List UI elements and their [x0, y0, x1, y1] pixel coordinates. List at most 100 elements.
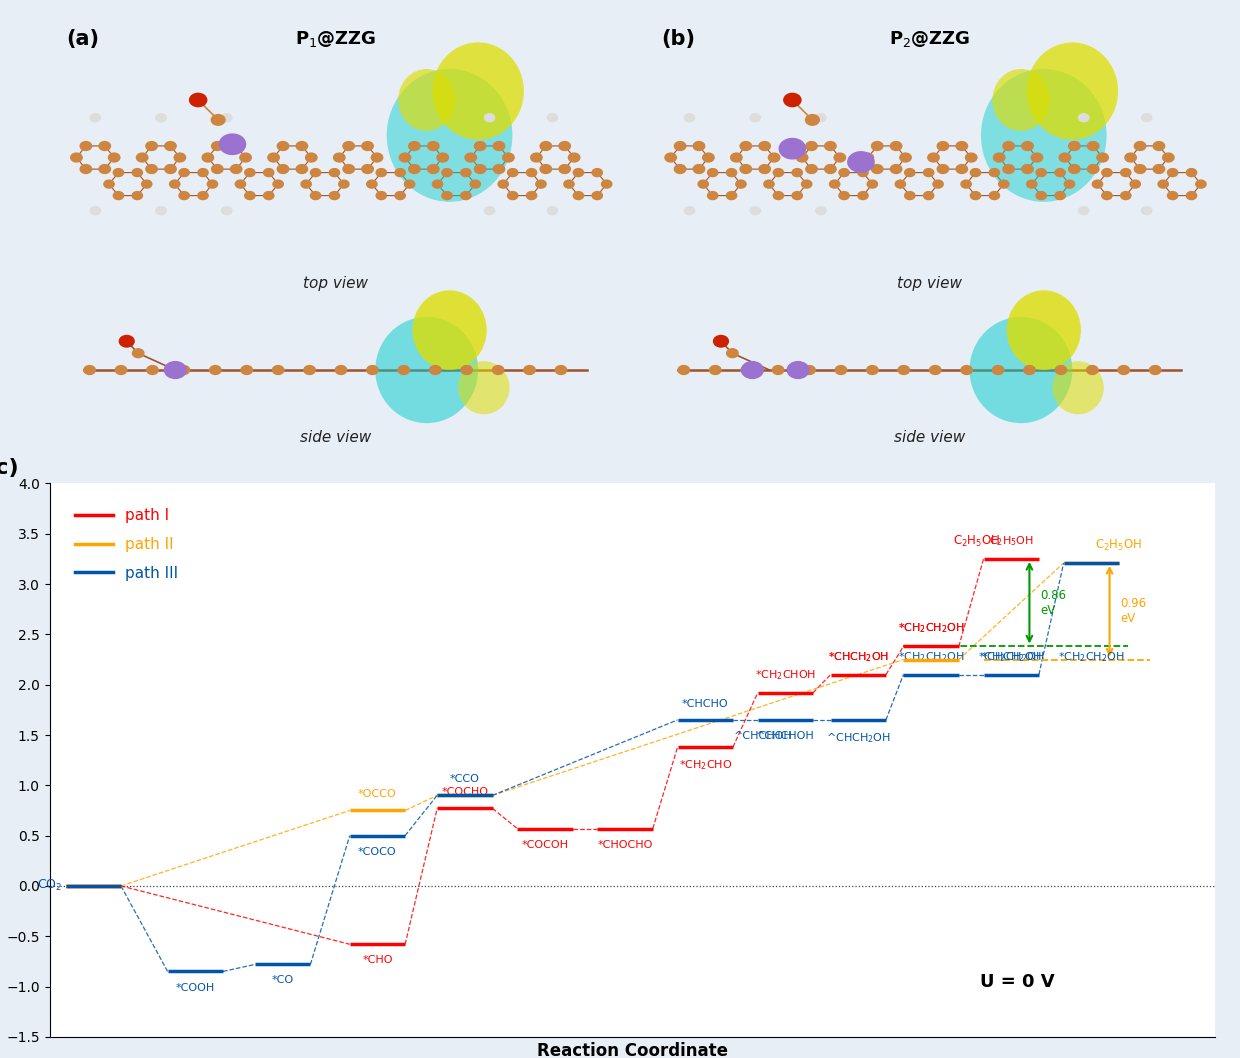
Circle shape: [547, 113, 558, 122]
Circle shape: [174, 153, 186, 162]
Circle shape: [541, 142, 552, 150]
Circle shape: [436, 153, 449, 162]
Circle shape: [872, 142, 883, 150]
Circle shape: [665, 153, 676, 162]
Circle shape: [937, 142, 949, 150]
Circle shape: [304, 366, 315, 375]
Circle shape: [1142, 206, 1152, 215]
Circle shape: [399, 153, 410, 162]
Circle shape: [1121, 168, 1131, 177]
Circle shape: [1032, 153, 1043, 162]
Circle shape: [816, 113, 826, 122]
Circle shape: [992, 366, 1004, 375]
Circle shape: [236, 180, 246, 188]
Circle shape: [398, 366, 409, 375]
Text: top view: top view: [303, 276, 368, 291]
Circle shape: [179, 168, 190, 177]
Circle shape: [531, 153, 542, 162]
Text: *CH$_2$CH$_2$OH: *CH$_2$CH$_2$OH: [898, 650, 965, 663]
Circle shape: [1027, 180, 1037, 188]
Circle shape: [367, 180, 377, 188]
Circle shape: [133, 349, 144, 358]
Circle shape: [708, 191, 718, 200]
Circle shape: [784, 93, 801, 107]
Circle shape: [556, 366, 567, 375]
Circle shape: [1003, 142, 1014, 150]
Text: 0.96
eV: 0.96 eV: [1121, 598, 1147, 625]
Circle shape: [335, 366, 347, 375]
Circle shape: [1055, 191, 1065, 200]
Circle shape: [429, 366, 441, 375]
Ellipse shape: [1007, 290, 1081, 370]
Circle shape: [113, 168, 124, 177]
Circle shape: [343, 142, 355, 150]
Circle shape: [133, 168, 143, 177]
Circle shape: [296, 165, 308, 174]
Circle shape: [371, 153, 383, 162]
Circle shape: [244, 191, 255, 200]
Circle shape: [759, 165, 770, 174]
Circle shape: [461, 191, 471, 200]
Circle shape: [825, 142, 836, 150]
Text: *CH$_2$CH$_2$OH: *CH$_2$CH$_2$OH: [898, 622, 965, 636]
Text: *OCCO: *OCCO: [358, 789, 397, 800]
Circle shape: [806, 114, 820, 125]
Circle shape: [750, 206, 760, 215]
Circle shape: [730, 153, 742, 162]
Circle shape: [523, 366, 536, 375]
Circle shape: [1158, 180, 1168, 188]
Circle shape: [330, 168, 340, 177]
Circle shape: [708, 168, 718, 177]
Circle shape: [564, 180, 574, 188]
Circle shape: [867, 366, 878, 375]
Circle shape: [212, 165, 223, 174]
Ellipse shape: [387, 69, 512, 202]
Circle shape: [441, 191, 453, 200]
Circle shape: [956, 165, 967, 174]
Circle shape: [165, 165, 176, 174]
Circle shape: [310, 168, 321, 177]
Circle shape: [1153, 142, 1164, 150]
Circle shape: [198, 191, 208, 200]
Circle shape: [441, 168, 453, 177]
Circle shape: [764, 180, 774, 188]
Circle shape: [485, 206, 495, 215]
Circle shape: [339, 180, 348, 188]
Circle shape: [376, 191, 387, 200]
Text: P$_1$@ZZG: P$_1$@ZZG: [295, 30, 376, 49]
Text: ^CHCH$_2$OH: ^CHCH$_2$OH: [826, 731, 890, 745]
Circle shape: [198, 168, 208, 177]
Circle shape: [742, 366, 753, 375]
Circle shape: [740, 165, 751, 174]
Circle shape: [527, 191, 537, 200]
Circle shape: [211, 114, 224, 125]
Circle shape: [367, 366, 378, 375]
Circle shape: [507, 168, 518, 177]
Circle shape: [769, 153, 780, 162]
Circle shape: [713, 335, 728, 347]
Circle shape: [264, 191, 274, 200]
Circle shape: [735, 180, 746, 188]
Circle shape: [502, 153, 515, 162]
Text: *COCOH: *COCOH: [522, 840, 568, 850]
Circle shape: [396, 191, 405, 200]
Circle shape: [507, 191, 518, 200]
Circle shape: [858, 168, 868, 177]
Circle shape: [1022, 142, 1033, 150]
Text: *COCO: *COCO: [358, 846, 397, 857]
Text: *CH$_2$CH$_2$OH: *CH$_2$CH$_2$OH: [978, 650, 1044, 663]
Circle shape: [1125, 153, 1136, 162]
Circle shape: [905, 168, 915, 177]
Circle shape: [461, 168, 471, 177]
Circle shape: [541, 165, 552, 174]
Circle shape: [703, 153, 714, 162]
Circle shape: [207, 180, 217, 188]
Circle shape: [119, 335, 134, 347]
Text: CO$_2$: CO$_2$: [37, 878, 62, 893]
Circle shape: [1102, 191, 1112, 200]
Circle shape: [1069, 142, 1080, 150]
Text: *CHCH$_2$OH: *CHCH$_2$OH: [827, 650, 889, 663]
Circle shape: [792, 191, 802, 200]
Circle shape: [825, 165, 836, 174]
Circle shape: [396, 168, 405, 177]
